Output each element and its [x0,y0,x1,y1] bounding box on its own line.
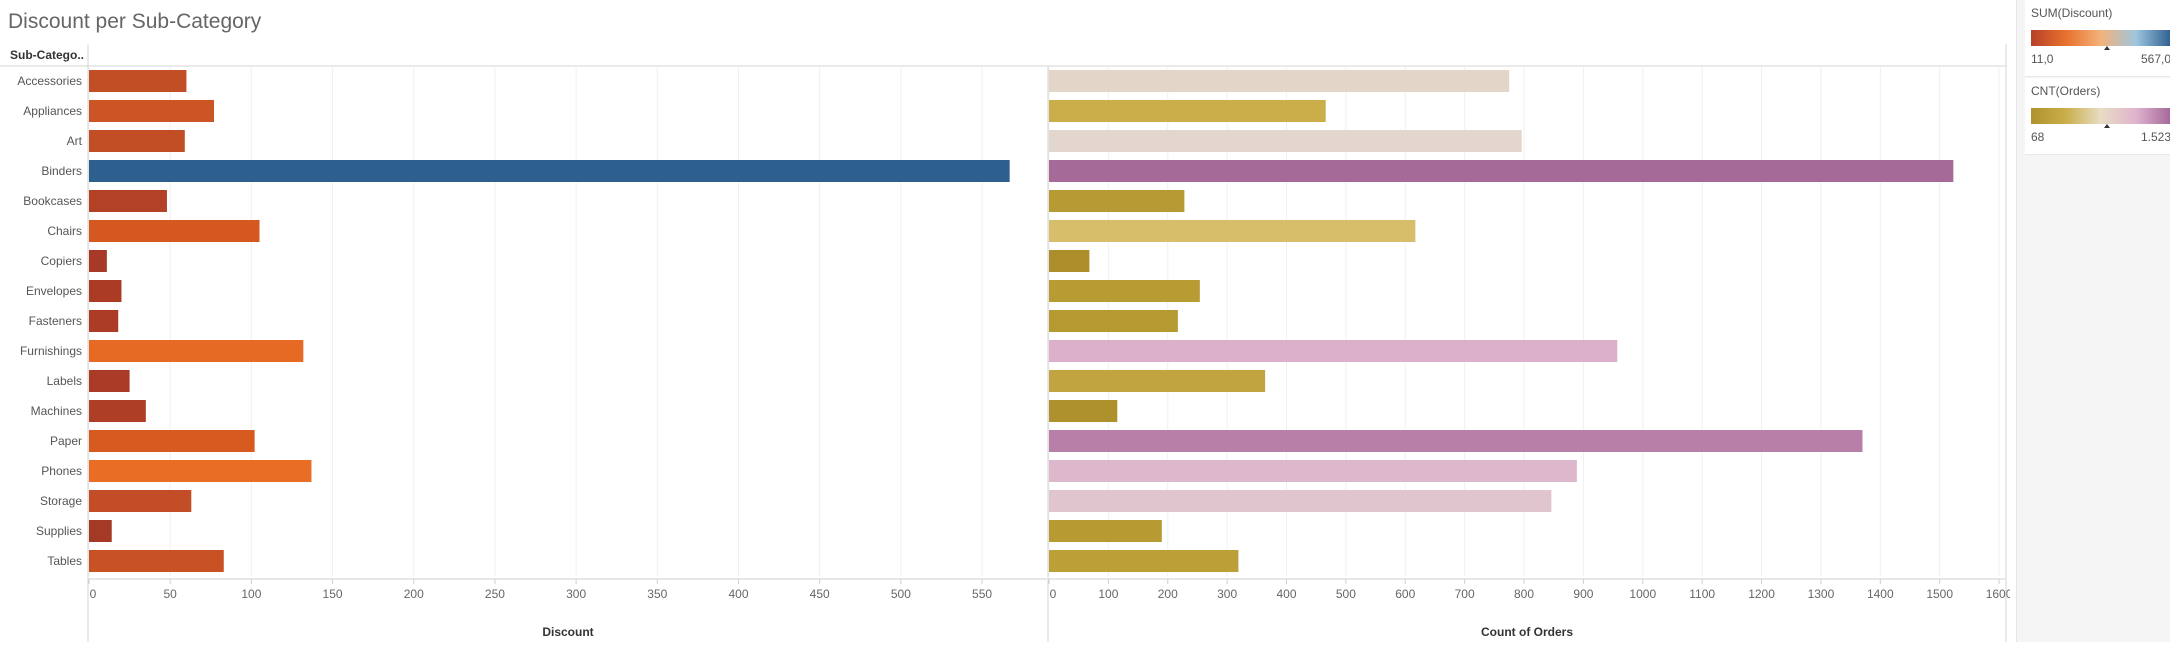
x-tick-label: 0 [90,587,97,601]
bar-copiers [1049,250,1090,272]
bar-tables [89,550,224,572]
x-tick-label: 400 [1276,587,1296,601]
legend-max-label: 567,0 [2140,52,2170,66]
bar-labels [89,370,130,392]
category-label: Fasteners [29,314,82,328]
legend-title: SUM(Discount) [2031,6,2113,20]
bar-paper [89,430,255,452]
category-label: Binders [41,164,82,178]
x-tick-label: 1300 [1808,587,1835,601]
x-tick-label: 450 [810,587,830,601]
category-label: Appliances [23,104,82,118]
x-axis-title: Discount [542,625,593,639]
x-tick-label: 900 [1573,587,1593,601]
x-tick-label: 250 [485,587,505,601]
chart-area: Sub-Catego.. Accessories Appliances Art Bind… [0,44,2013,642]
bar-bookcases [1049,190,1185,212]
orders-color-legend[interactable]: CNT(Orders) 68 1.523 [2025,78,2170,155]
category-label: Envelopes [26,284,82,298]
bar-appliances [1049,100,1326,122]
x-tick-label: 400 [728,587,748,601]
bar-labels [1049,370,1266,392]
category-label: Bookcases [23,194,82,208]
chart-title: Discount per Sub-Category [8,10,262,33]
bar-supplies [1049,520,1162,542]
bar-fasteners [1049,310,1178,332]
x-tick-label: 1500 [1926,587,1953,601]
x-tick-label: 300 [566,587,586,601]
legend-min-label: 68 [2031,130,2045,144]
x-tick-label: 150 [323,587,343,601]
x-axis-title: Count of Orders [1481,625,1573,639]
bar-machines [89,400,146,422]
category-label: Labels [47,374,82,388]
legend-gradient-bar [2031,30,2170,46]
bar-charts-svg: Sub-Catego.. Accessories Appliances Art Bind… [0,44,2013,642]
bar-copiers [89,250,107,272]
bar-binders [1049,160,1954,182]
x-tick-label: 0 [1050,587,1057,601]
category-label: Storage [40,494,82,508]
bar-accessories [89,70,187,92]
x-tick-label: 550 [972,587,992,601]
category-label: Accessories [17,74,82,88]
legend-gradient-bar [2031,108,2170,124]
bar-phones [1049,460,1577,482]
bar-phones [89,460,312,482]
bar-furnishings [1049,340,1618,362]
bar-machines [1049,400,1118,422]
discount-color-legend[interactable]: SUM(Discount) 11,0 567,0 [2025,0,2170,77]
x-tick-label: 200 [404,587,424,601]
x-tick-label: 1100 [1689,587,1715,601]
x-tick-label: 800 [1514,587,1534,601]
x-tick-label: 1000 [1629,587,1656,601]
legend-min-label: 11,0 [2031,52,2054,66]
category-label: Machines [31,404,82,418]
bar-envelopes [1049,280,1200,302]
x-tick-label: 1400 [1867,587,1894,601]
category-label: Paper [50,434,82,448]
bar-chairs [1049,220,1416,242]
bar-art [89,130,185,152]
bar-chairs [89,220,260,242]
category-label: Chairs [47,224,82,238]
x-tick-label: 600 [1395,587,1415,601]
x-tick-label: 350 [647,587,667,601]
x-tick-label: 200 [1158,587,1178,601]
category-label: Art [67,134,83,148]
legend-title: CNT(Orders) [2031,84,2101,98]
bar-bookcases [89,190,167,212]
row-header-label: Sub-Catego.. [10,48,84,62]
x-tick-label: 1200 [1748,587,1775,601]
legend-midpoint-marker [2104,124,2110,128]
legend-midpoint-marker [2104,46,2110,50]
category-label: Phones [41,464,82,478]
category-label: Supplies [36,524,82,538]
bar-storage [89,490,192,512]
x-tick-label: 700 [1455,587,1475,601]
bar-appliances [89,100,215,122]
category-label: Copiers [41,254,82,268]
bar-accessories [1049,70,1510,92]
category-label: Tables [47,554,82,568]
x-tick-label: 100 [1098,587,1118,601]
bar-supplies [89,520,112,542]
x-tick-label: 100 [241,587,261,601]
legend-max-label: 1.523 [2140,130,2170,144]
bar-tables [1049,550,1239,572]
bar-envelopes [89,280,122,302]
bar-paper [1049,430,1863,452]
bar-art [1049,130,1522,152]
legend-pane: SUM(Discount) 11,0 567,0 CNT(Orders) 68 … [2016,0,2170,642]
bar-binders [89,160,1010,182]
x-tick-label: 500 [1336,587,1356,601]
category-label: Furnishings [20,344,82,358]
x-tick-label: 300 [1217,587,1237,601]
bar-furnishings [89,340,304,362]
x-tick-label: 500 [891,587,911,601]
x-tick-label: 50 [164,587,178,601]
bar-fasteners [89,310,119,332]
bar-storage [1049,490,1552,512]
